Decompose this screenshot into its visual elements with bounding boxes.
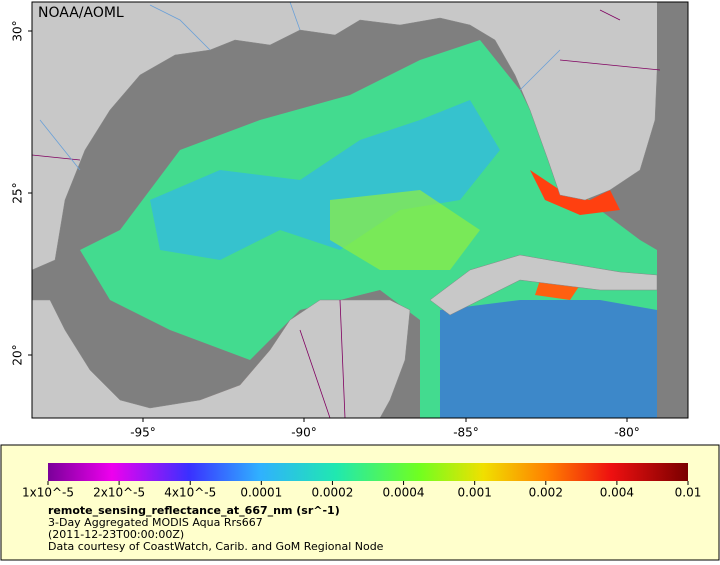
data-field bbox=[330, 190, 480, 270]
lat-tick-label: 20° bbox=[11, 344, 25, 365]
data-field bbox=[150, 100, 500, 260]
land bbox=[32, 299, 411, 418]
colorbar-label: 2x10^-5 bbox=[93, 486, 145, 500]
colorbar-label: 0.0002 bbox=[311, 486, 353, 500]
colorbar-label: 4x10^-5 bbox=[164, 486, 216, 500]
lon-tick-label: -95° bbox=[130, 426, 156, 440]
legend-variable: remote_sensing_reflectance_at_667_nm (sr… bbox=[48, 504, 340, 517]
legend-line: Data courtesy of CoastWatch, Carib. and … bbox=[48, 540, 384, 553]
lat-tick-label: 30° bbox=[11, 20, 25, 41]
legend-line: (2011-12-23T00:00:00Z) bbox=[48, 528, 184, 541]
map-frame bbox=[31, 1, 689, 419]
legend-line: 3-Day Aggregated MODIS Aqua Rrs667 bbox=[48, 516, 263, 529]
map bbox=[32, 2, 688, 418]
colorbar-label: 0.0004 bbox=[383, 486, 425, 500]
coastal-high bbox=[530, 170, 620, 215]
axis-ticks: 30° 25° 20° -95° -90° -85° -80° bbox=[11, 20, 640, 439]
lon-tick-label: -85° bbox=[453, 426, 479, 440]
colorbar-label: 1x10^-5 bbox=[22, 486, 74, 500]
colorbar-label: 0.01 bbox=[675, 486, 702, 500]
land bbox=[32, 2, 661, 271]
no-data bbox=[657, 2, 688, 418]
credit: NOAA/AOML bbox=[38, 5, 124, 21]
lat-tick-label: 25° bbox=[11, 182, 25, 203]
data-field bbox=[440, 300, 657, 418]
colorbar bbox=[48, 463, 688, 481]
lon-tick-label: -90° bbox=[291, 426, 317, 440]
colorbar-label: 0.004 bbox=[600, 486, 634, 500]
border bbox=[32, 9, 661, 418]
colorbar-label: 0.002 bbox=[529, 486, 563, 500]
colorbar-label: 0.001 bbox=[457, 486, 491, 500]
colorbar-labels: 1x10^-5 2x10^-5 4x10^-5 0.0001 0.0002 0.0004 0… bbox=[22, 481, 701, 500]
colorbar-label: 0.0001 bbox=[240, 486, 282, 500]
river bbox=[39, 2, 561, 171]
lon-tick-label: -80° bbox=[614, 426, 640, 440]
